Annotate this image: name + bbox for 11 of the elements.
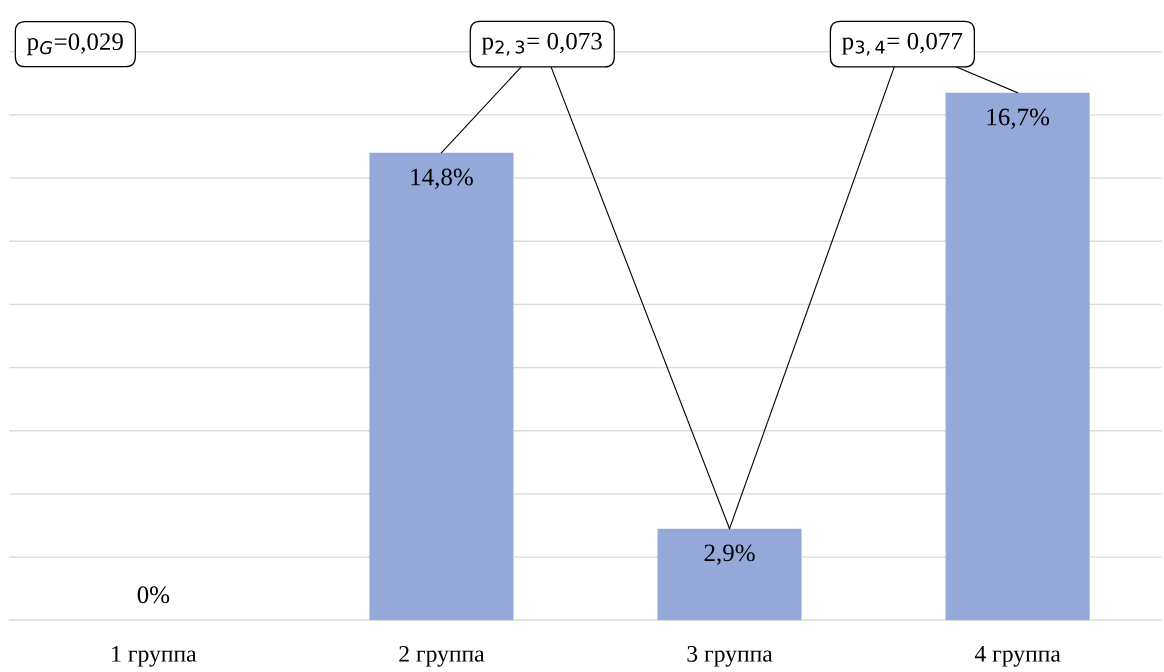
data-label: 2,9% [704, 544, 755, 565]
x-tick-label: 2 группа [399, 645, 485, 667]
annotation: p$_{3,4}$= 0,077 [842, 32, 963, 56]
x-tick-label: 4 группа [974, 646, 1061, 667]
data-label: 14,8% [411, 168, 473, 190]
x-tick-label: 1 группа [112, 645, 197, 667]
data-label: 0% [137, 586, 170, 604]
data-label: 16,7% [987, 108, 1050, 129]
annotation: p$_{G}$=0,029 [27, 33, 123, 56]
annotation: p$_{2,3}$= 0,073 [481, 32, 602, 56]
x-tick-label: 3 группа [687, 645, 773, 667]
